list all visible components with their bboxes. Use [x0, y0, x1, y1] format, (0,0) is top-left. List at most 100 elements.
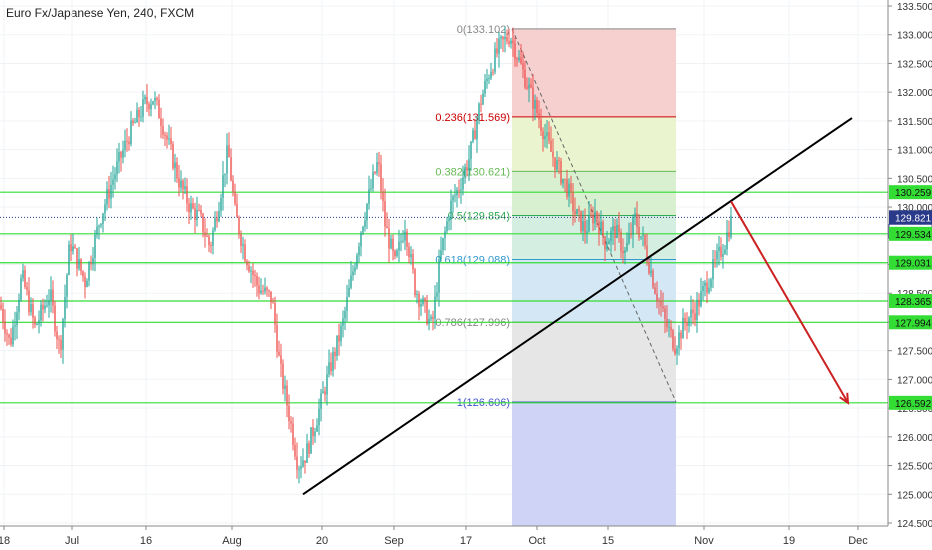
candle-body [172, 144, 174, 169]
candle-body [700, 291, 702, 307]
price-level-tag-label: 130.259 [895, 188, 932, 199]
candle-body [216, 218, 218, 222]
candle-body [544, 135, 546, 140]
candle-body [182, 180, 184, 190]
candle-body [252, 270, 254, 276]
candle-body [276, 324, 278, 352]
candle-body [78, 258, 80, 269]
candle-body [336, 335, 338, 357]
candle-body [104, 204, 106, 214]
candle-body [550, 140, 552, 152]
candle-body [534, 100, 536, 109]
candle-body [462, 177, 464, 190]
candle-body [228, 145, 230, 158]
candle-body [390, 238, 392, 249]
candle-body [472, 130, 474, 142]
fib-level-label: 0.5(129.854) [448, 210, 510, 222]
candle-body [386, 226, 388, 229]
candle-body [496, 48, 498, 54]
price-tick-label: 131.500 [897, 117, 932, 128]
candle-body [594, 211, 596, 224]
candle-body [124, 140, 126, 151]
candle-body [202, 213, 204, 233]
candle-body [618, 224, 620, 233]
fib-level-label: 0.786(127.996) [435, 317, 510, 329]
candle-body [270, 291, 272, 303]
trend-line [302, 117, 853, 496]
candle-body [428, 318, 430, 325]
candle-body [444, 231, 446, 239]
candle-body [538, 113, 540, 120]
candle-body [272, 302, 274, 304]
candle-body [354, 267, 356, 272]
candle-body [190, 203, 192, 213]
candle-body [240, 234, 242, 246]
candle-body [592, 214, 594, 224]
candle-body [334, 351, 336, 357]
candle-body [130, 120, 132, 145]
candle-body [106, 188, 108, 205]
candle-body [518, 57, 520, 60]
candle-body [470, 141, 472, 159]
candle-body [728, 232, 730, 238]
candle-body [356, 255, 358, 268]
candle-body [136, 109, 138, 123]
candle-body [146, 97, 148, 104]
candle-body [278, 351, 280, 356]
candle-body [152, 101, 154, 105]
candle-body [500, 36, 502, 39]
candle-body [298, 469, 300, 471]
fib-zone [512, 322, 676, 403]
candle-body [204, 232, 206, 236]
candle-body [718, 246, 720, 252]
candle-body [22, 270, 24, 279]
candle-body [682, 317, 684, 339]
forecast-arrow [730, 200, 849, 404]
candle-body [118, 152, 120, 162]
candle-body [392, 238, 394, 251]
candle-body [586, 231, 588, 234]
candle-body [164, 134, 166, 136]
candle-body [268, 290, 270, 292]
candle-body [580, 210, 582, 232]
candle-body [528, 84, 530, 89]
candle-body [574, 211, 576, 215]
candle-body [210, 245, 212, 247]
time-tick-label: 20 [316, 535, 328, 547]
candle-body [440, 250, 442, 259]
fib-zone [512, 116, 676, 172]
candle-body [322, 391, 324, 394]
time-tick-label: 15 [602, 535, 614, 547]
horizontal-levels[interactable] [0, 191, 888, 404]
price-tick-label: 127.000 [897, 375, 932, 386]
price-level-tag-label: 127.994 [895, 318, 932, 329]
candle-body [150, 104, 152, 110]
candle-body [584, 221, 586, 234]
price-tick-label: 130.000 [897, 203, 932, 214]
candle-body [606, 244, 608, 250]
candle-body [312, 427, 314, 437]
fibonacci-retracement[interactable]: 0(133.102) 0.236(131.569) 0.382(130.621) 0.… [435, 24, 677, 526]
candle-body [456, 189, 458, 196]
candle-body [132, 120, 134, 124]
candle-body [666, 318, 668, 328]
candle-body [178, 178, 180, 188]
candle-body [664, 308, 666, 319]
candle-body [378, 162, 380, 165]
candle-body [442, 238, 444, 251]
candle-body [274, 303, 276, 325]
drawings[interactable] [302, 117, 853, 496]
fib-level-label: 0.382(130.621) [435, 166, 510, 178]
candle-body [302, 460, 304, 467]
candle-body [650, 270, 652, 274]
candle-body [290, 421, 292, 424]
candle-body [412, 254, 414, 270]
candle-body [646, 245, 648, 262]
candle-body [122, 150, 124, 158]
candle-body [64, 296, 66, 320]
price-level-tag-label: 126.592 [895, 399, 932, 410]
candle-body [58, 339, 60, 341]
candle-body [60, 340, 62, 350]
candle-body [98, 225, 100, 227]
